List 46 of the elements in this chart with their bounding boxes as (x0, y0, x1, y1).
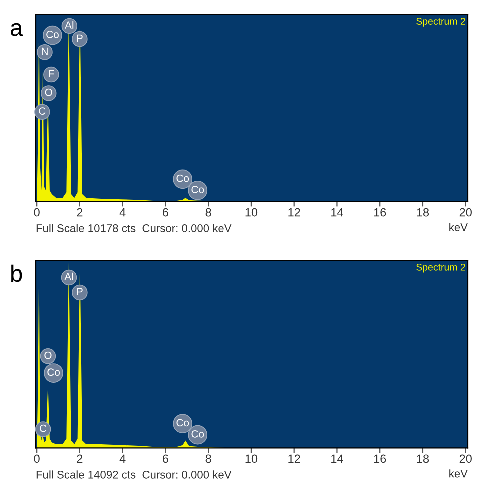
annotation: Al (64, 272, 74, 280)
x-tick-label: 6 (163, 208, 168, 217)
annotation: Co (176, 174, 190, 182)
x-tick-label: 10 (246, 208, 258, 217)
text: Full Scale 14092 cts Cursor: 0.000 keV (36, 470, 232, 479)
annotation: N (42, 48, 48, 56)
x-tick-label: 0 (34, 208, 40, 217)
chart-title: a (11, 23, 24, 36)
x-tick-label: 12 (288, 208, 300, 217)
x-tick-label: 16 (374, 454, 386, 464)
annotation: O (44, 352, 52, 360)
annotation: O (45, 88, 52, 96)
text: Full Scale 10178 cts Cursor: 0.000 keV (36, 224, 232, 232)
annotation: Al (65, 21, 74, 29)
x-tick-label: 8 (206, 208, 212, 217)
annotation: C (39, 108, 46, 115)
x-tick-label: 20 (460, 454, 472, 464)
x-tick-label: 18 (417, 454, 430, 464)
annotation: P (77, 34, 83, 42)
x-axis-title: keV (450, 223, 468, 232)
annotation: F (49, 70, 54, 78)
annotation: P (77, 288, 83, 296)
annotation: Spectrum 2 (416, 264, 466, 273)
x-tick-label: 4 (120, 208, 126, 217)
x-tick-label: 0 (34, 454, 40, 464)
annotation: C (40, 424, 47, 432)
x-tick-label: 12 (288, 454, 300, 463)
annotation: Co (192, 186, 204, 194)
annotation: Co (48, 368, 60, 376)
annotation: Co (46, 30, 59, 38)
x-axis-title: keV (450, 470, 468, 478)
x-tick-label: 14 (332, 208, 344, 217)
x-tick-label: 16 (374, 208, 386, 217)
x-tick-label: 10 (246, 454, 258, 464)
x-tick-label: 14 (332, 454, 344, 463)
chart-title: b (12, 264, 22, 282)
x-tick-label: 20 (460, 208, 472, 217)
x-tick-label: 4 (120, 454, 126, 463)
x-tick-label: 6 (163, 454, 168, 464)
annotation: Co (192, 430, 204, 438)
annotation: Co (176, 419, 190, 427)
x-tick-label: 18 (417, 208, 430, 217)
annotation: Spectrum 2 (416, 18, 466, 27)
x-tick-label: 2 (77, 454, 83, 463)
x-tick-label: 2 (77, 208, 83, 217)
x-tick-label: 8 (206, 454, 212, 464)
